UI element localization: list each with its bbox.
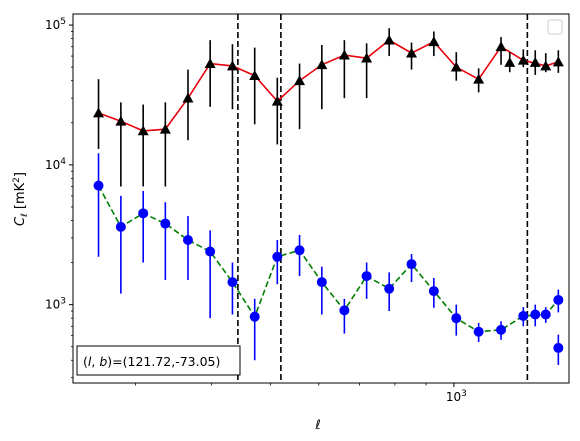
series-2-point-12 [339,305,350,316]
coordinate-annotation: (l, b)=(121.72,-73.05) [76,345,241,376]
series-2-point-6 [205,246,216,257]
series-1-point-10 [294,75,306,86]
series-1-point-8 [249,70,261,81]
series-1-point-17 [450,61,462,72]
series-1-point-13 [361,52,373,63]
series-2-line [97,185,559,333]
annotation-prefix: ( [83,354,88,369]
series-2-point-15 [406,259,417,270]
series-2-point-7 [227,277,238,288]
series-2-point-13 [361,271,372,282]
series-2-point-5 [182,234,193,245]
series-1-point-5 [182,92,194,103]
series-1-point-3 [137,125,149,136]
y-tick-label-2: 104 [45,157,66,172]
series-1-point-15 [406,47,418,58]
series-1-point-14 [383,34,395,45]
annotation-suffix: )=(121.72,-73.05) [107,354,220,369]
series-1-point-24 [529,56,541,67]
series-2-point-4 [160,218,171,229]
series-1-point-7 [226,60,238,71]
series-1-point-21 [540,60,552,71]
y-axis-label: Cℓ [mK2] [12,172,30,226]
series-2-point-1 [93,180,104,191]
series-2-point-11 [316,277,327,288]
x-axis-label: ℓ [314,418,320,433]
series-2 [93,153,564,365]
series-1-point-23 [504,56,516,67]
series-2-point-9 [272,251,283,262]
series-2-point-3 [138,208,149,219]
y-tick-label-3: 105 [45,17,66,32]
series-1-point-12 [338,49,350,60]
y-axis-label-unit: [mK [13,182,28,213]
series-1-line [98,39,559,132]
annotation-sep: , [91,354,99,369]
annotation-l: l [88,354,92,369]
series-2-point-8 [249,311,260,322]
series-layer [93,28,564,365]
series-2-point-20 [518,310,529,321]
series-1-point-6 [204,58,216,69]
series-2-point-2 [115,221,126,232]
series-1-point-11 [316,59,328,70]
series-1-point-19 [495,41,507,52]
series-2-point-17 [451,313,462,324]
series-1-point-20 [517,54,529,65]
vertical-dashed-lines [237,14,529,383]
series-2-point-16 [428,286,439,297]
y-axis-label-sub: ℓ [20,213,30,218]
series-1-point-16 [428,36,440,47]
annotation-box [76,345,241,376]
annotation-b: b [99,354,107,369]
series-2-point-14 [384,283,395,294]
x-tick-label: 103 [446,389,467,404]
legend-box [547,19,563,35]
series-1-point-4 [159,123,171,134]
y-axis-label-main: C [13,216,28,226]
series-2-point-18 [473,326,484,337]
series-1-point-1 [93,107,105,118]
series-1-point-22 [552,56,564,67]
plot-frame [72,13,570,384]
series-2-point-10 [294,245,305,256]
svg-text:(l, b)=(121.72,-73.05): (l, b)=(121.72,-73.05) [83,354,220,369]
axis-ticks: 103 104 105 103 [45,17,467,404]
series-1-point-18 [473,73,485,84]
y-axis-label-unit-sup: 2 [12,177,22,183]
series-2-point-24 [553,342,564,353]
series-2-point-19 [496,324,507,335]
series-2-point-22 [553,294,564,305]
series-1-point-9 [271,95,283,106]
series-1-point-2 [115,115,127,126]
y-tick-label-1: 103 [45,297,66,312]
series-1 [93,28,564,187]
series-2-point-21 [540,309,551,320]
y-axis-label-unit-close: ] [13,172,28,177]
series-2-point-23 [530,309,541,320]
